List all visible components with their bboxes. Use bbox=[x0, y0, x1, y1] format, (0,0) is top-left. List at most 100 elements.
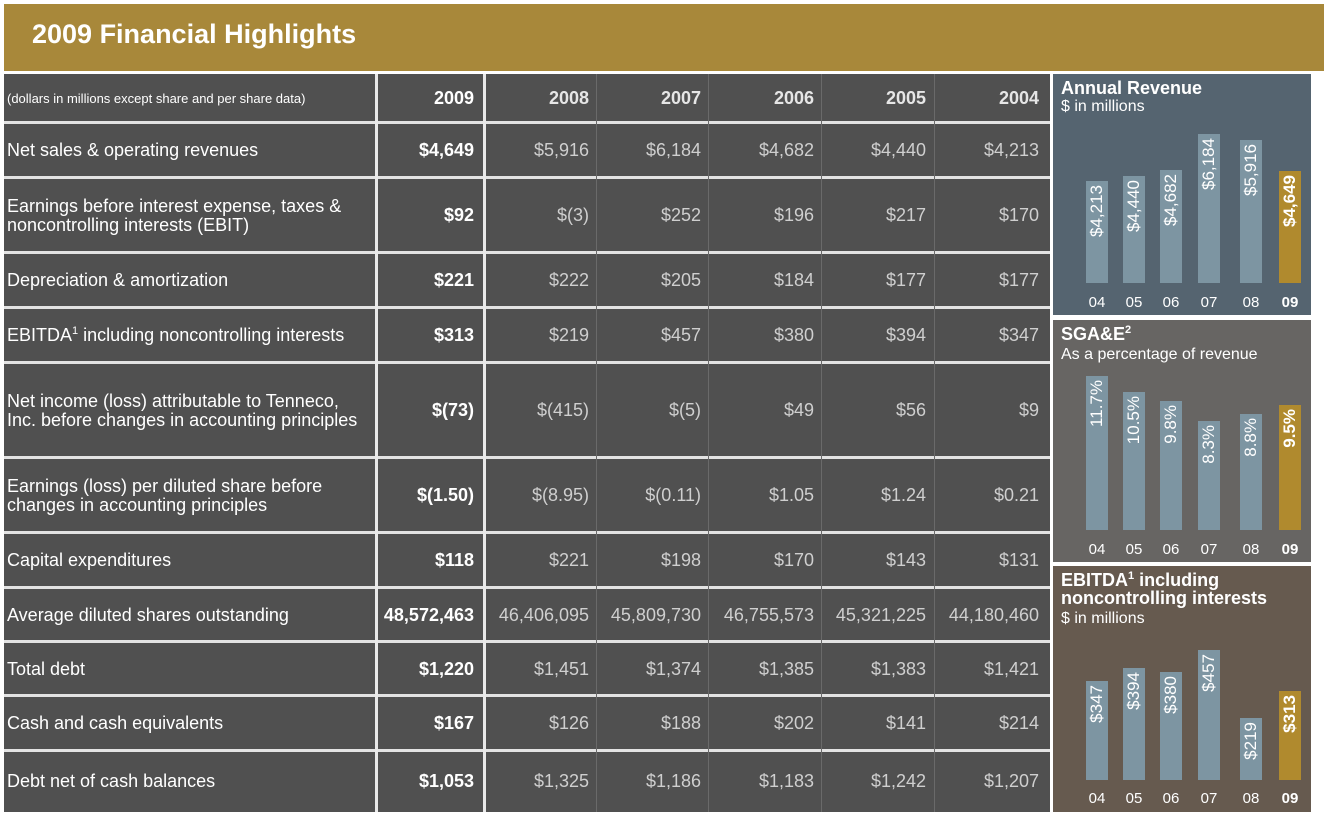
chart-annual-revenue: Annual Revenue $ in millions $4,213 04 $4,… bbox=[1053, 74, 1311, 315]
bar-value-label: $4,440 bbox=[1124, 180, 1143, 232]
row-divider bbox=[4, 306, 1050, 309]
table-cell: $131 bbox=[998, 550, 1039, 570]
row-divider bbox=[4, 176, 1050, 179]
table-cell: $177 bbox=[885, 270, 926, 290]
table-row: Total debt $1,220 $1,451 $1,374 $1,385 $1,383… bbox=[4, 642, 1050, 696]
row-label: Average diluted shares outstanding bbox=[7, 604, 289, 625]
bar-value-label: $347 bbox=[1087, 685, 1106, 723]
row-divider bbox=[4, 586, 1050, 589]
table-row: Depreciation & amortization $221 $222 $205 $… bbox=[4, 253, 1050, 308]
table-cell: $1,383 bbox=[870, 658, 926, 679]
chart-bar: $4,682 bbox=[1160, 170, 1182, 283]
row-divider bbox=[4, 251, 1050, 254]
table-row: EBITDA1 including noncontrolling interes… bbox=[4, 308, 1050, 363]
table-cell: $170 bbox=[998, 205, 1039, 225]
x-tick-label: 04 bbox=[1088, 541, 1106, 558]
bar-value-label: $6,184 bbox=[1199, 138, 1218, 190]
table-cell: $347 bbox=[998, 325, 1039, 345]
table-row: Debt net of cash balances $1,053 $1,325 $1,… bbox=[4, 751, 1050, 812]
year-header: 2007 bbox=[660, 88, 701, 108]
row-divider bbox=[4, 121, 1050, 124]
chart-bar: $5,916 bbox=[1240, 140, 1262, 283]
bar-value-label: $4,649 bbox=[1280, 175, 1299, 227]
row-label: Total debt bbox=[7, 658, 86, 679]
table-row: Net income (loss) attributable to Tennec… bbox=[4, 363, 1050, 458]
table-cell: $219 bbox=[548, 325, 589, 345]
row-divider bbox=[4, 694, 1050, 697]
table-cell: $1,385 bbox=[758, 658, 814, 679]
row-label: Net sales & operating revenues bbox=[7, 140, 259, 160]
table-cell: $221 bbox=[548, 550, 589, 570]
table-cell: $141 bbox=[885, 713, 926, 733]
column-divider bbox=[483, 74, 486, 812]
table-cell: $56 bbox=[895, 400, 926, 420]
bar-value-label: $313 bbox=[1280, 695, 1299, 733]
chart-bar: 9.5% bbox=[1279, 405, 1301, 530]
financial-table: (dollars in millions except share and pe… bbox=[4, 74, 1050, 812]
table-cell: $4,213 bbox=[983, 140, 1039, 160]
table-cell: $205 bbox=[660, 270, 701, 290]
x-tick-label: 05 bbox=[1125, 541, 1143, 558]
chart-subtitle: As a percentage of revenue bbox=[1061, 346, 1258, 363]
chart-bar: $380 bbox=[1160, 672, 1182, 780]
table-row: Average diluted shares outstanding 48,572… bbox=[4, 588, 1050, 642]
x-tick-label: 04 bbox=[1088, 294, 1106, 311]
table-row: Capital expenditures $118 $221 $198 $170 $143… bbox=[4, 533, 1050, 588]
table-cell: $1.05 bbox=[768, 485, 814, 505]
chart-bar: $4,649 bbox=[1279, 171, 1301, 283]
year-header: 2005 bbox=[885, 88, 926, 108]
column-divider bbox=[708, 74, 709, 812]
column-divider bbox=[934, 74, 935, 812]
table-cell: 46,406,095 bbox=[498, 604, 589, 625]
chart-bar: $457 bbox=[1198, 650, 1220, 780]
table-cell: $4,682 bbox=[758, 140, 814, 160]
table-cell: $1,220 bbox=[418, 658, 474, 679]
chart-bar: $347 bbox=[1086, 681, 1108, 780]
chart-bar: $6,184 bbox=[1198, 134, 1220, 283]
row-label: Cash and cash equivalents bbox=[7, 713, 224, 733]
row-label: Debt net of cash balances bbox=[7, 771, 216, 791]
bar-value-label: 11.7% bbox=[1087, 380, 1106, 427]
bar-value-label: 8.3% bbox=[1199, 425, 1218, 464]
row-divider bbox=[4, 640, 1050, 643]
page-title: 2009 Financial Highlights bbox=[32, 19, 357, 49]
bar-value-label: $219 bbox=[1241, 722, 1260, 760]
bar-value-label: $4,682 bbox=[1161, 174, 1180, 226]
table-cell: $198 bbox=[660, 550, 701, 570]
table-cell: $118 bbox=[434, 550, 474, 570]
table-cell: $380 bbox=[773, 325, 814, 345]
column-divider bbox=[821, 74, 822, 812]
chart-bar: $219 bbox=[1240, 718, 1262, 780]
table-cell: $222 bbox=[548, 270, 589, 290]
x-tick-label: 08 bbox=[1242, 790, 1260, 807]
x-tick-label: 07 bbox=[1200, 790, 1218, 807]
row-label: Capital expenditures bbox=[7, 550, 172, 570]
row-divider bbox=[4, 456, 1050, 459]
chart-bar: $394 bbox=[1123, 668, 1145, 780]
row-label: EBITDA1 including noncontrolling interes… bbox=[7, 325, 345, 345]
header-note: (dollars in millions except share and pe… bbox=[7, 91, 306, 106]
title-banner: 2009 Financial Highlights bbox=[4, 4, 1324, 71]
table-cell: $(8.95) bbox=[531, 485, 589, 505]
table-cell: $(415) bbox=[536, 400, 589, 420]
table-cell: $394 bbox=[885, 325, 926, 345]
table-cell: $6,184 bbox=[645, 140, 701, 160]
table-cell: $(1.50) bbox=[416, 485, 474, 505]
table-cell: $313 bbox=[433, 325, 474, 345]
chart-title: SGA&E2 bbox=[1061, 324, 1132, 344]
x-tick-label: 09 bbox=[1281, 541, 1299, 558]
chart-bar: 9.8% bbox=[1160, 401, 1182, 530]
table-cell: $1,186 bbox=[645, 771, 701, 791]
table-cell: 45,321,225 bbox=[835, 604, 926, 625]
bar-value-label: 8.8% bbox=[1241, 418, 1260, 457]
year-header: 2009 bbox=[433, 88, 474, 108]
year-header: 2008 bbox=[548, 88, 589, 108]
table-cell: $92 bbox=[443, 205, 474, 225]
table-cell: $49 bbox=[783, 400, 814, 420]
table-cell: 44,180,460 bbox=[948, 604, 1039, 625]
table-header-row: (dollars in millions except share and pe… bbox=[4, 74, 1050, 123]
bar-value-label: 10.5% bbox=[1124, 396, 1143, 445]
table-cell: $217 bbox=[885, 205, 926, 225]
table-cell: $1,374 bbox=[645, 658, 701, 679]
table-row: Net sales & operating revenues $4,649 $5,9… bbox=[4, 123, 1050, 178]
